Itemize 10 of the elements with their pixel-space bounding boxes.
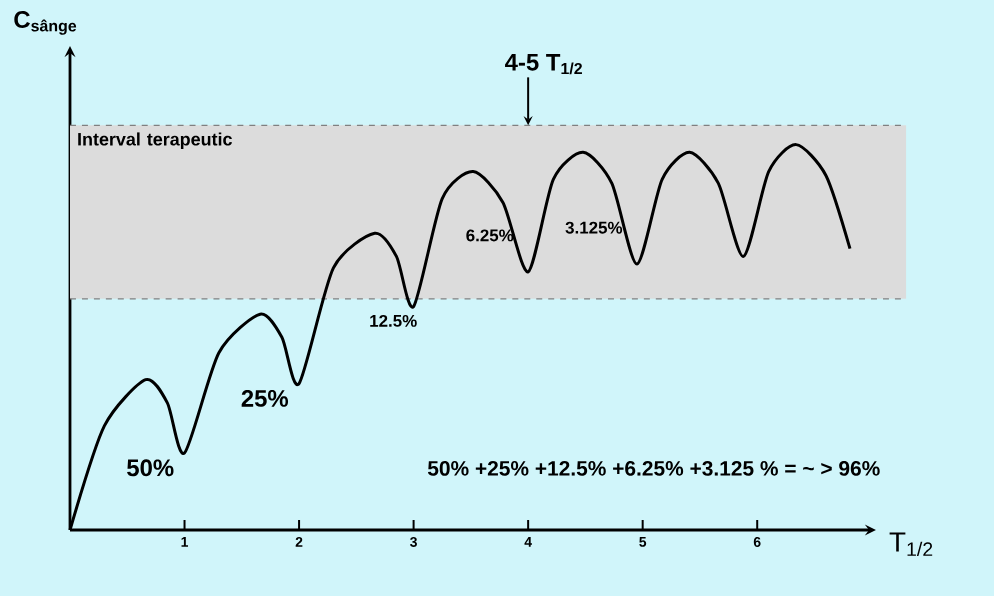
x-axis-title: T$_{1/2}$: [889, 532, 933, 557]
annotation: 6.25%: [466, 229, 514, 242]
annotation: 25%: [241, 389, 289, 407]
annotation: 3.125%: [565, 221, 623, 234]
annotation: 4-5 T$_{1/2}$: [505, 53, 582, 75]
band-label: Interval terapeutic: [78, 132, 232, 150]
annotation: 50% +25% +12.5% +6.25% +3.125 % = ~ > 96%: [427, 460, 880, 476]
y-axis-title: C$_{sânge}$: [14, 11, 77, 35]
annotation: 50%: [127, 459, 174, 477]
annotation: 12.5%: [370, 314, 417, 327]
